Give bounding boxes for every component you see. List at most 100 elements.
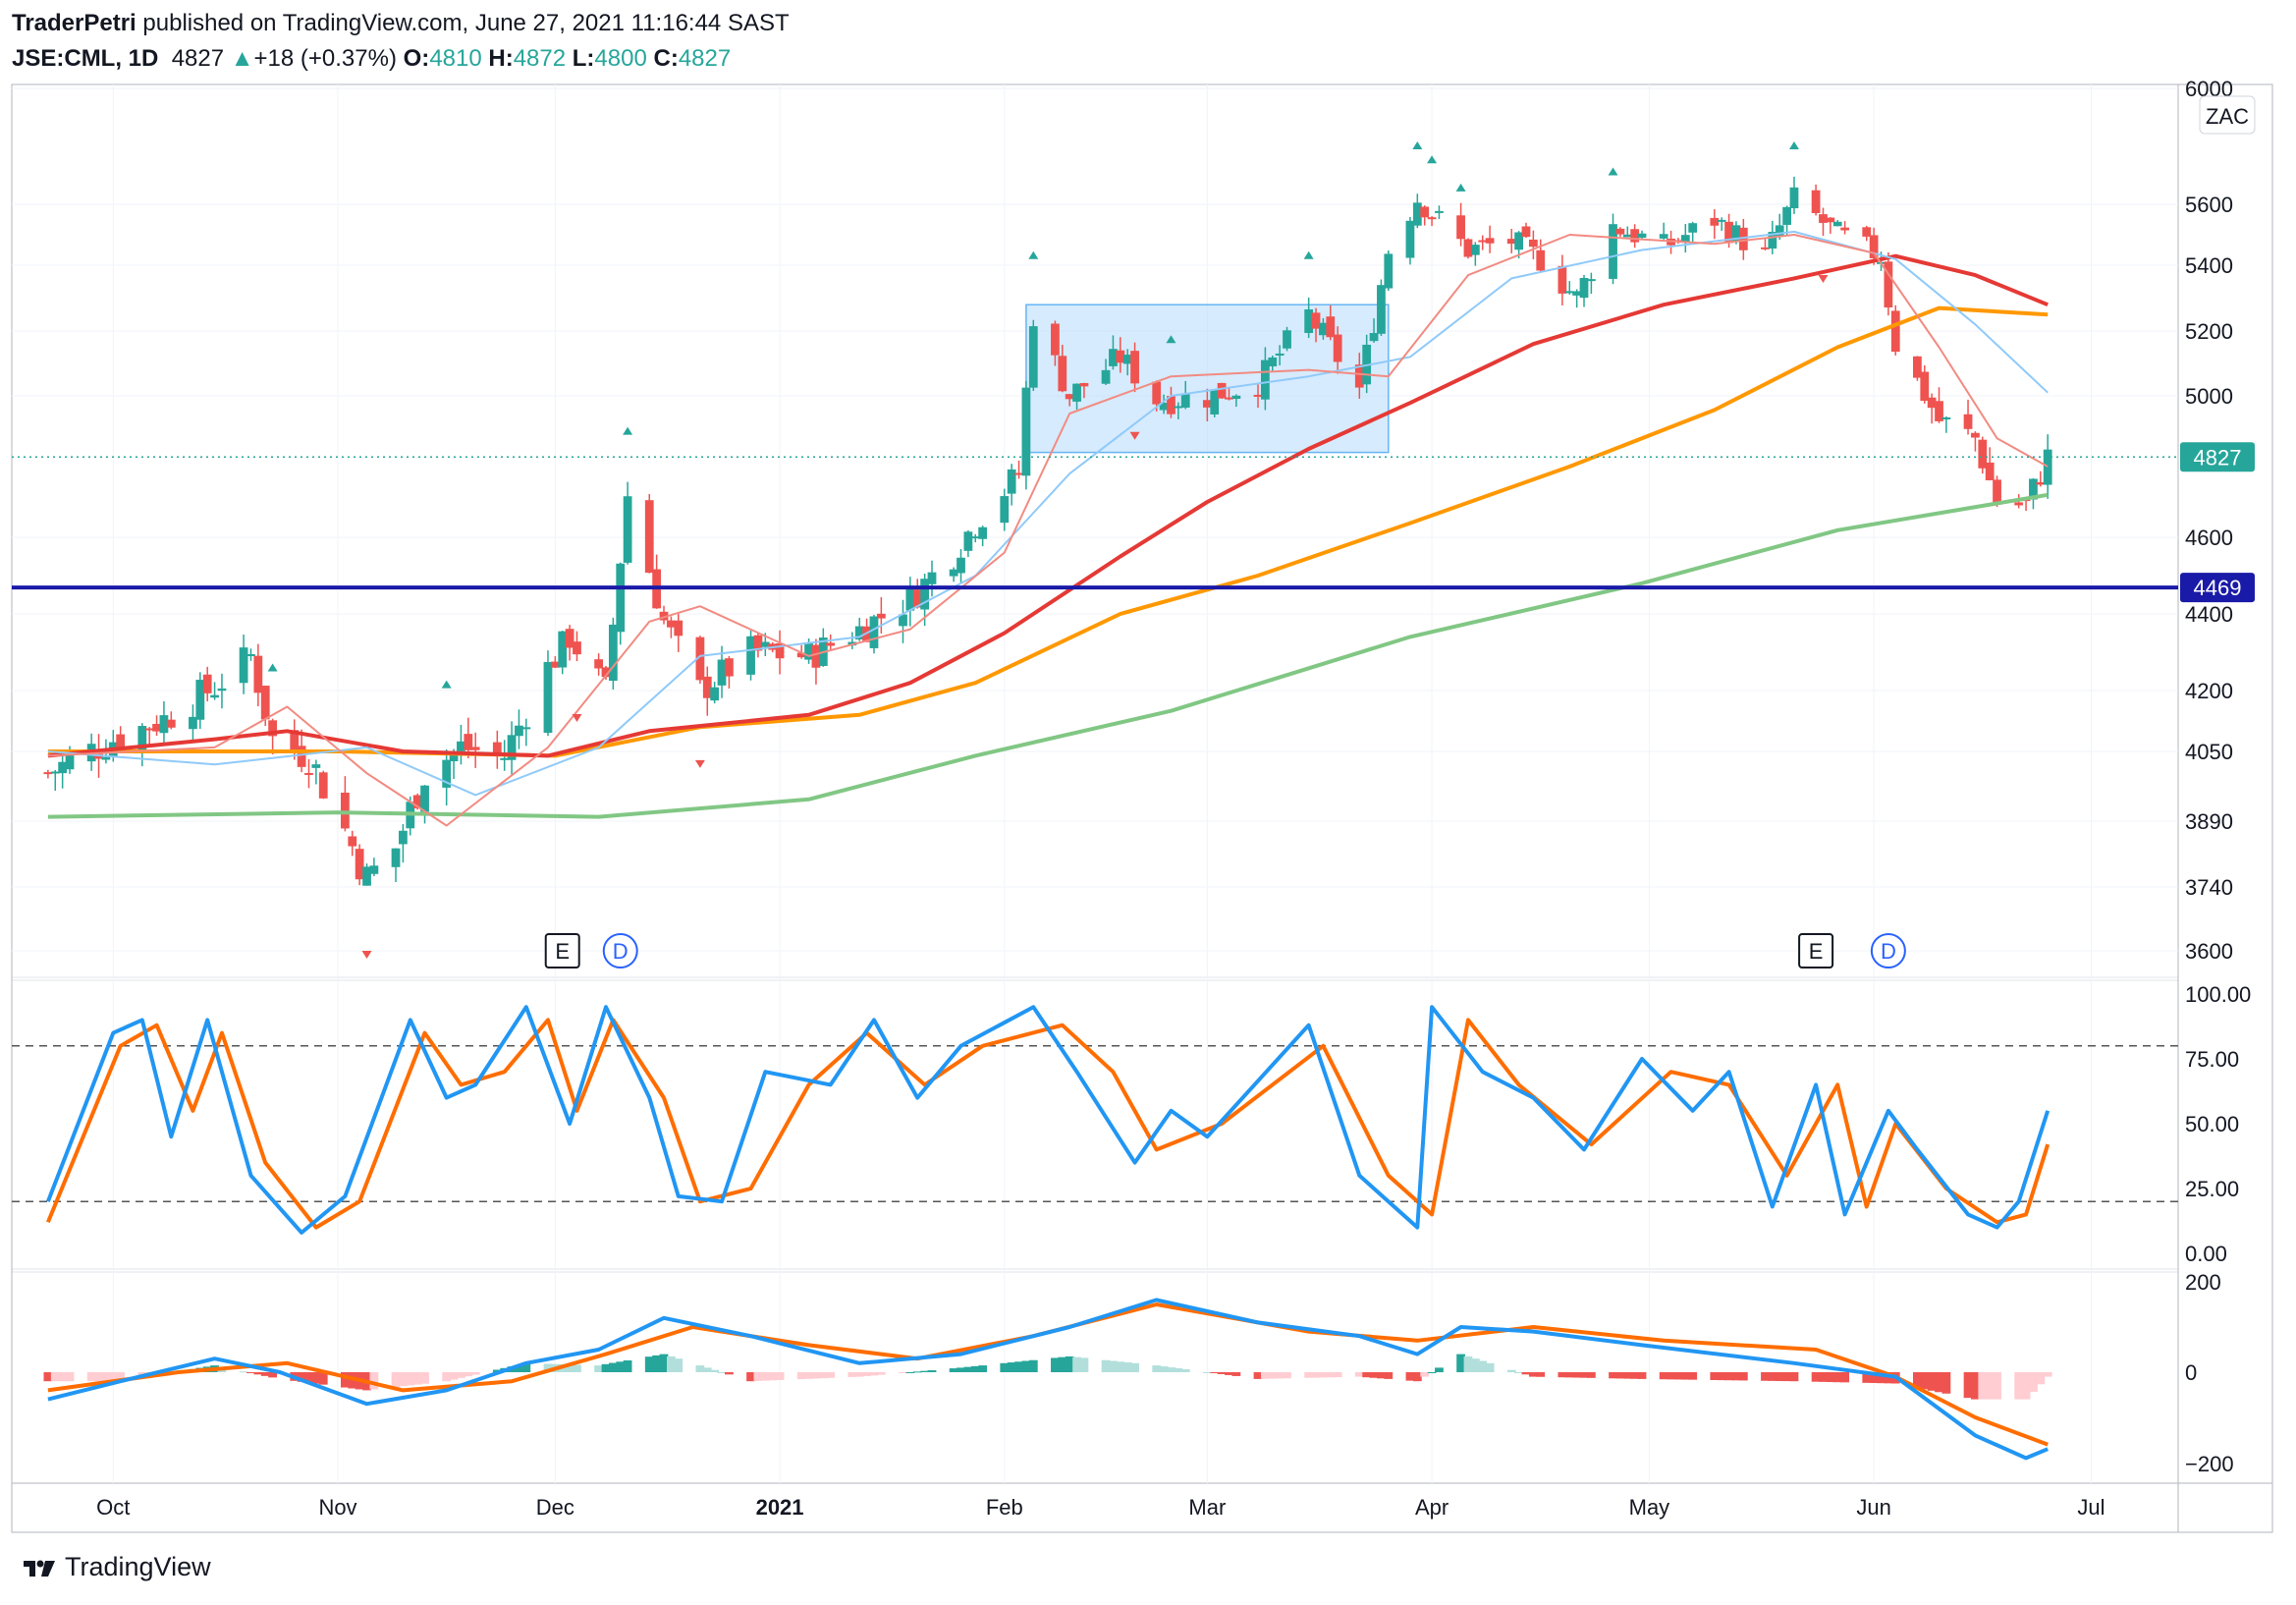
author-name[interactable]: TraderPetri [12,10,137,36]
candle-body [1840,227,1850,231]
candle-body [1333,334,1342,362]
sma-200-line [47,492,2049,819]
candle-body [594,659,604,669]
macd-hist-bar [1862,1372,1872,1383]
candle-body [1811,190,1821,213]
axes: 6000560054005200500046004400420040503890… [96,77,2255,1520]
price-tick-4600: 4600 [2185,526,2233,550]
macd-hist-bar [905,1372,915,1373]
up-signal-marker [623,426,633,435]
earnings-badge [544,933,580,969]
currency-badge[interactable] [2199,95,2256,135]
candle-body [1927,397,1937,409]
brand-name[interactable]: TradingView [65,1552,211,1581]
macd-hist-bar [1840,1372,1850,1383]
sma-fast-line [47,234,2049,827]
macd-hist-bar [86,1372,96,1382]
down-signal-marker [1129,431,1140,440]
macd-hist-bar [594,1365,604,1372]
macd-hist-bar [644,1356,654,1372]
candle-body [515,725,523,737]
candle-body [804,642,813,660]
time-tick-Dec: Dec [536,1495,574,1520]
sma-medium-line [47,230,2049,797]
macd-hist-bar [659,1354,669,1372]
macd-hist-bar [65,1372,75,1382]
macd-hist-bar [1427,1372,1437,1373]
stoch-tick-50.00: 50.00 [2185,1112,2239,1136]
candle-body [1268,357,1278,366]
macd-hist-bar [1927,1372,1937,1391]
macd-hist-bar [399,1372,408,1387]
earnings-badge-label: E [555,939,570,964]
macd-hist-bar [420,1372,429,1384]
candle-body [1000,496,1010,524]
macd-hist-bar [340,1372,350,1388]
candle-body [399,830,408,845]
macd-hist-bar [1116,1361,1125,1372]
candle-body [1775,225,1784,236]
candlesticks [43,176,2052,886]
candle-body [1993,479,2001,505]
candle-body [1710,217,1720,226]
candle-body [1884,261,1893,307]
stochastic-pane [12,1005,2178,1235]
macd-hist-bar [1630,1372,1640,1379]
chart-header: TraderPetri published on TradingView.com… [12,6,790,77]
candle-body [1506,239,1516,245]
macd-hist-bar [1963,1372,1973,1399]
dividend-badge-label: D [1881,939,1896,964]
candle-body [1514,232,1523,250]
candle-body [573,641,581,655]
candle-body [1985,462,1995,480]
candle-body [1079,383,1089,387]
candle-body [144,728,154,731]
candle-body [1369,333,1379,342]
candle-body [1615,228,1625,235]
macd-hist-bar [1993,1372,2001,1400]
macd-hist-bar [1913,1372,1922,1388]
candle-body [260,686,270,720]
macd-hist-bar [573,1364,581,1372]
macd-hist-bar [1456,1354,1465,1372]
time-tick-Apr: Apr [1415,1495,1449,1520]
macd-hist-bar [108,1372,118,1382]
candle-body [1971,432,1980,438]
earnings-badge [1798,933,1834,969]
macd-hist-bar [1819,1372,1828,1382]
candle-body [912,589,922,608]
macd-hist-bar [601,1363,611,1372]
candle-body [116,734,126,748]
macd-hist-bar [978,1365,988,1372]
macd-hist-bar [1130,1362,1139,1372]
candle-body [1014,472,1023,475]
candle-body [760,641,770,647]
dividend-badge [602,933,638,969]
candle-body [1731,225,1741,243]
macd-hist-bar [1065,1356,1074,1372]
candle-body [565,629,574,648]
candle-body [311,764,321,768]
close-value: 4827 [678,45,732,72]
candle-body [1536,249,1546,271]
symbol-label[interactable]: JSE:CML, 1D [12,45,159,72]
macd-hist-bar [1768,1372,1777,1381]
macd-hist-bar [1622,1372,1632,1379]
macd-hist-bar [1688,1372,1698,1380]
candle-body [1109,349,1118,366]
close-label: C: [653,45,679,72]
macd-hist-bar [616,1361,626,1372]
open-label: O: [403,45,430,72]
price-tick-3740: 3740 [2185,875,2233,900]
candle-body [1217,382,1227,399]
up-signal-marker [1427,155,1438,164]
candle-body [623,496,632,563]
macd-hist-bar [1326,1372,1336,1378]
macd-hist-bar [543,1363,553,1372]
stoch-k-line [46,1005,2050,1235]
macd-hist-bar [1028,1359,1038,1372]
macd-hist-bar [1941,1372,1951,1394]
candle-body [558,631,568,668]
macd-hist-bar [667,1356,676,1372]
